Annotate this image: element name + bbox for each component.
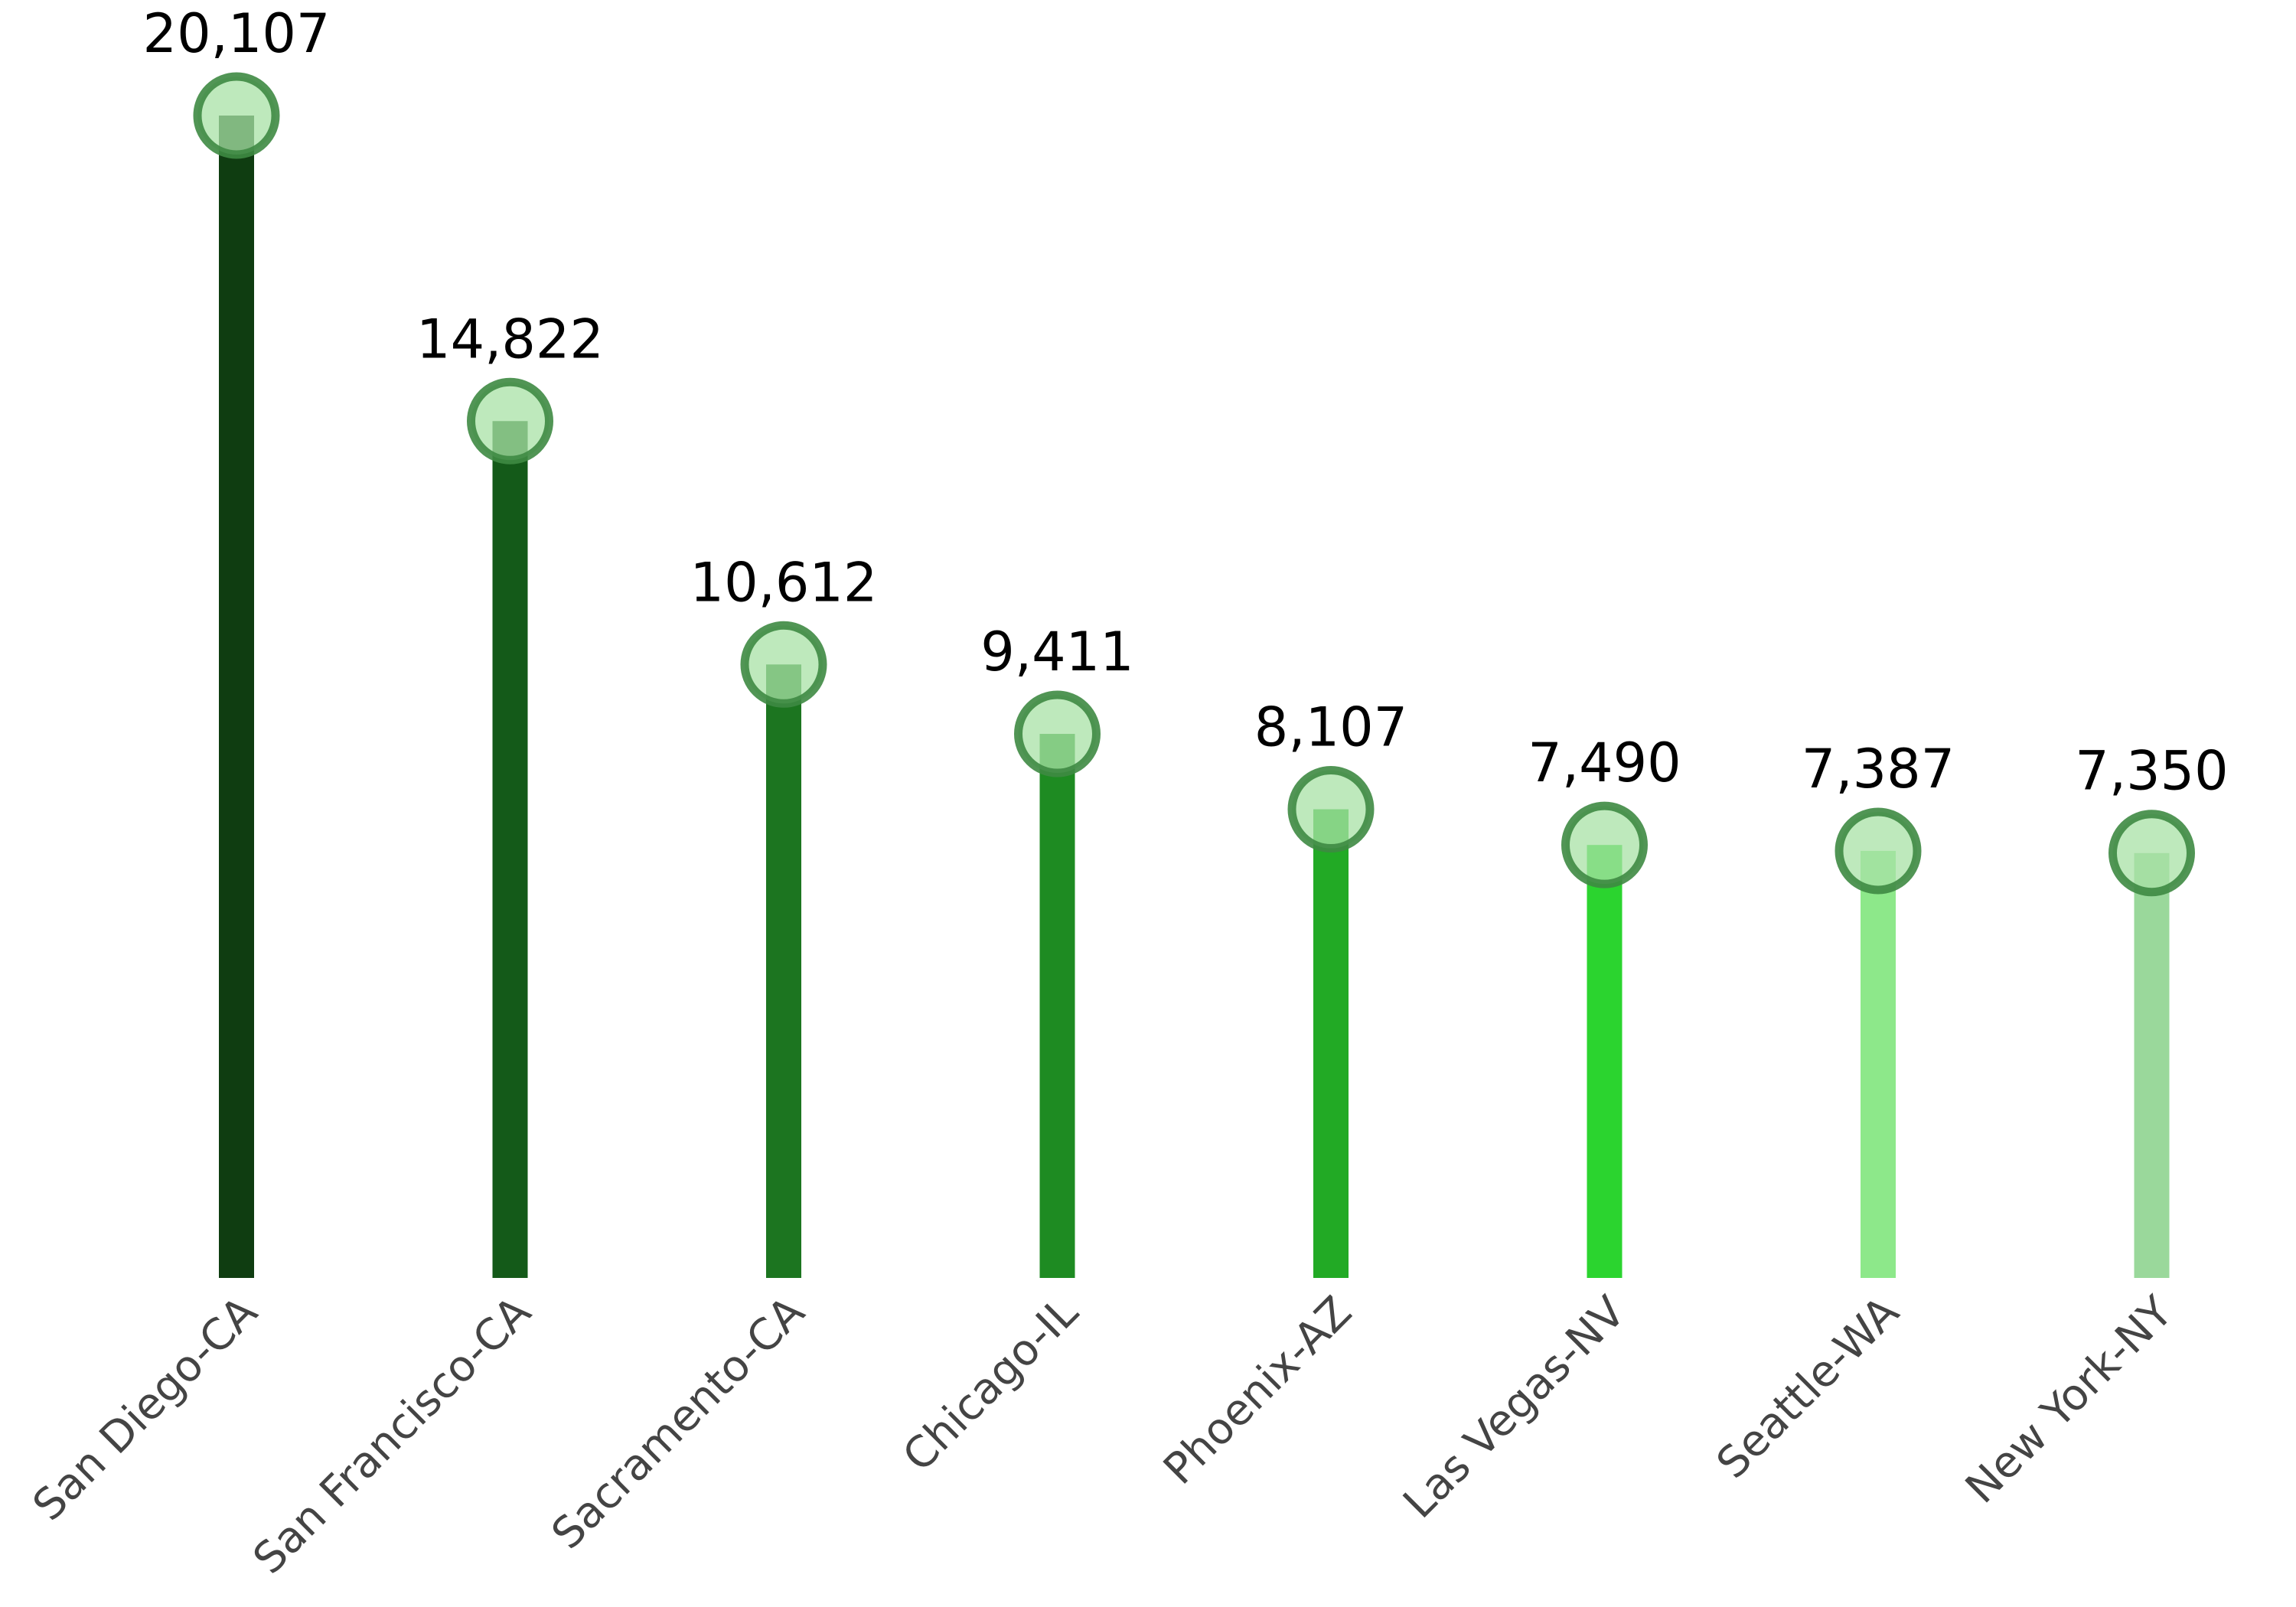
- lollipop-marker: [467, 377, 553, 464]
- lollipop-stem: [2134, 852, 2170, 1278]
- data-label: 8,107: [1254, 696, 1407, 759]
- data-label: 7,350: [2075, 740, 2228, 803]
- lollipop-stem: [1861, 850, 1896, 1278]
- data-label: 7,490: [1528, 732, 1681, 794]
- x-tick-label: Chicago-IL: [894, 1287, 1088, 1482]
- lollipop-stem: [492, 421, 528, 1278]
- x-tick-label: Sacramento-CA: [543, 1287, 814, 1559]
- lollipop-marker: [1287, 766, 1375, 853]
- lollipop-marker: [2108, 810, 2195, 897]
- x-tick-label: Phoenix-AZ: [1154, 1287, 1362, 1495]
- lollipop-marker: [1014, 690, 1101, 777]
- x-tick-label: San Francisco-CA: [244, 1287, 541, 1584]
- data-label: 7,387: [1802, 738, 1955, 800]
- x-tick-label: Las Vegas-NV: [1394, 1287, 1635, 1528]
- lollipop-marker: [193, 72, 280, 159]
- lollipop-stem: [1039, 734, 1075, 1278]
- value-labels-layer: 20,107 14,822 10,612 9,411 8,107 7,490 7,387 7,…: [143, 2, 2229, 803]
- lollipop-marker: [1835, 807, 1922, 895]
- x-tick-label: New York-NY: [1956, 1286, 2183, 1513]
- lollipop-stem: [1587, 845, 1623, 1278]
- lollipop-stem: [766, 664, 801, 1278]
- data-label: 9,411: [980, 621, 1133, 683]
- x-tick-label: Seattle-WA: [1707, 1287, 1909, 1488]
- data-label: 20,107: [143, 2, 331, 65]
- stems-layer: [219, 116, 2170, 1278]
- lollipop-stem: [1313, 809, 1349, 1278]
- lollipop-marker: [740, 621, 827, 708]
- data-label: 14,822: [416, 308, 604, 370]
- lollipop-stem: [219, 116, 254, 1278]
- x-tick-label: San Diego-CA: [24, 1287, 267, 1530]
- markers-layer: [193, 72, 2195, 897]
- lollipop-marker: [1561, 801, 1648, 888]
- data-label: 10,612: [690, 551, 878, 614]
